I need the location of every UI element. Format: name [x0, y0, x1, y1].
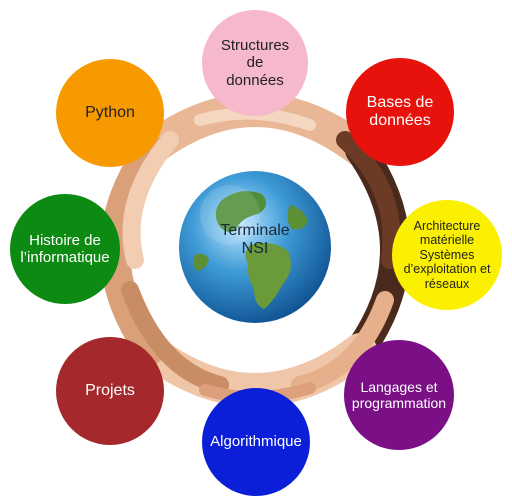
topic-python: Python — [56, 59, 164, 167]
topic-algorithmique: Algorithmique — [202, 388, 310, 496]
topic-langages-label: Langages et programmation — [351, 378, 447, 411]
center-label: Terminale NSI — [220, 222, 290, 258]
topic-bases-label: Bases de données — [366, 93, 434, 129]
topic-histoire-label: Histoire de l’informatique — [20, 231, 110, 266]
topic-python-label: Python — [85, 103, 135, 121]
topic-histoire: Histoire de l’informatique — [10, 194, 120, 304]
globe-icon — [179, 171, 331, 323]
topic-bases: Bases de données — [346, 58, 454, 166]
topic-algorithmique-label: Algorithmique — [210, 433, 302, 451]
topic-architecture-label: Architecture matérielle Systèmes d’explo… — [403, 219, 491, 291]
topic-structures: Structures de données — [202, 10, 308, 116]
topic-langages: Langages et programmation — [344, 340, 454, 450]
topic-architecture: Architecture matérielle Systèmes d’explo… — [392, 200, 502, 310]
topic-projets-label: Projets — [85, 381, 135, 399]
topic-structures-label: Structures de données — [220, 37, 290, 89]
topic-projets: Projets — [56, 337, 164, 445]
